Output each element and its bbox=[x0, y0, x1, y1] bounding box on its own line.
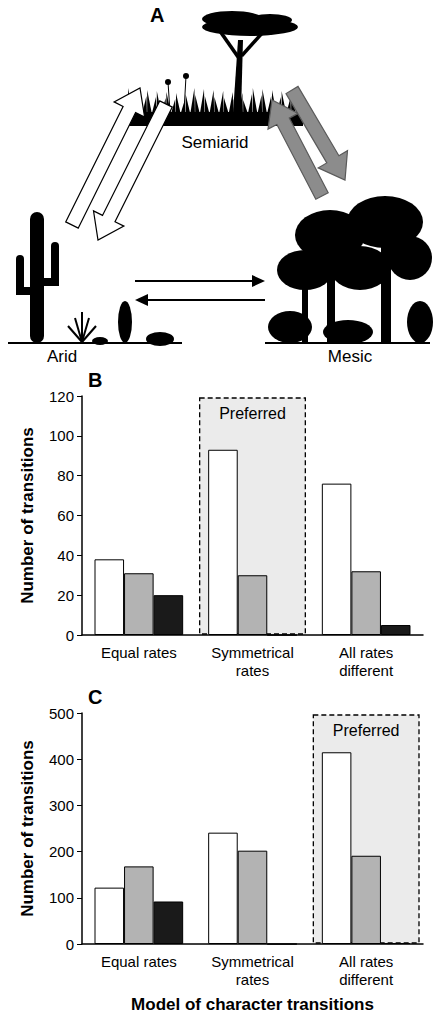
svg-text:rates: rates bbox=[236, 662, 269, 679]
svg-text:60: 60 bbox=[57, 507, 74, 524]
svg-text:100: 100 bbox=[49, 427, 74, 444]
svg-text:200: 200 bbox=[49, 843, 74, 860]
svg-text:20: 20 bbox=[57, 587, 74, 604]
svg-text:A: A bbox=[150, 4, 164, 26]
svg-text:Number of transitions: Number of transitions bbox=[18, 427, 37, 604]
svg-text:Semiarid: Semiarid bbox=[181, 133, 248, 152]
svg-text:C: C bbox=[88, 686, 102, 708]
svg-text:0: 0 bbox=[66, 627, 74, 644]
svg-text:Equal rates: Equal rates bbox=[101, 953, 177, 970]
svg-text:Preferred: Preferred bbox=[333, 722, 400, 739]
svg-text:Model of character transitions: Model of character transitions bbox=[131, 995, 374, 1014]
svg-text:Mesic: Mesic bbox=[328, 347, 373, 366]
svg-text:0: 0 bbox=[66, 936, 74, 953]
svg-text:rates: rates bbox=[236, 971, 269, 988]
svg-text:Preferred: Preferred bbox=[219, 405, 286, 422]
svg-text:100: 100 bbox=[49, 889, 74, 906]
svg-text:Equal rates: Equal rates bbox=[101, 644, 177, 661]
svg-text:Arid: Arid bbox=[47, 347, 77, 366]
svg-text:500: 500 bbox=[49, 705, 74, 722]
svg-text:different: different bbox=[339, 971, 394, 988]
svg-text:All rates: All rates bbox=[339, 953, 393, 970]
svg-text:300: 300 bbox=[49, 797, 74, 814]
svg-text:120: 120 bbox=[49, 388, 74, 405]
svg-text:All rates: All rates bbox=[339, 644, 393, 661]
svg-text:40: 40 bbox=[57, 547, 74, 564]
svg-text:different: different bbox=[339, 662, 394, 679]
svg-text:80: 80 bbox=[57, 467, 74, 484]
svg-text:Number of transitions: Number of transitions bbox=[18, 740, 37, 917]
svg-text:B: B bbox=[88, 369, 102, 391]
svg-text:Symmetrical: Symmetrical bbox=[211, 644, 294, 661]
svg-text:Symmetrical: Symmetrical bbox=[211, 953, 294, 970]
svg-text:400: 400 bbox=[49, 751, 74, 768]
